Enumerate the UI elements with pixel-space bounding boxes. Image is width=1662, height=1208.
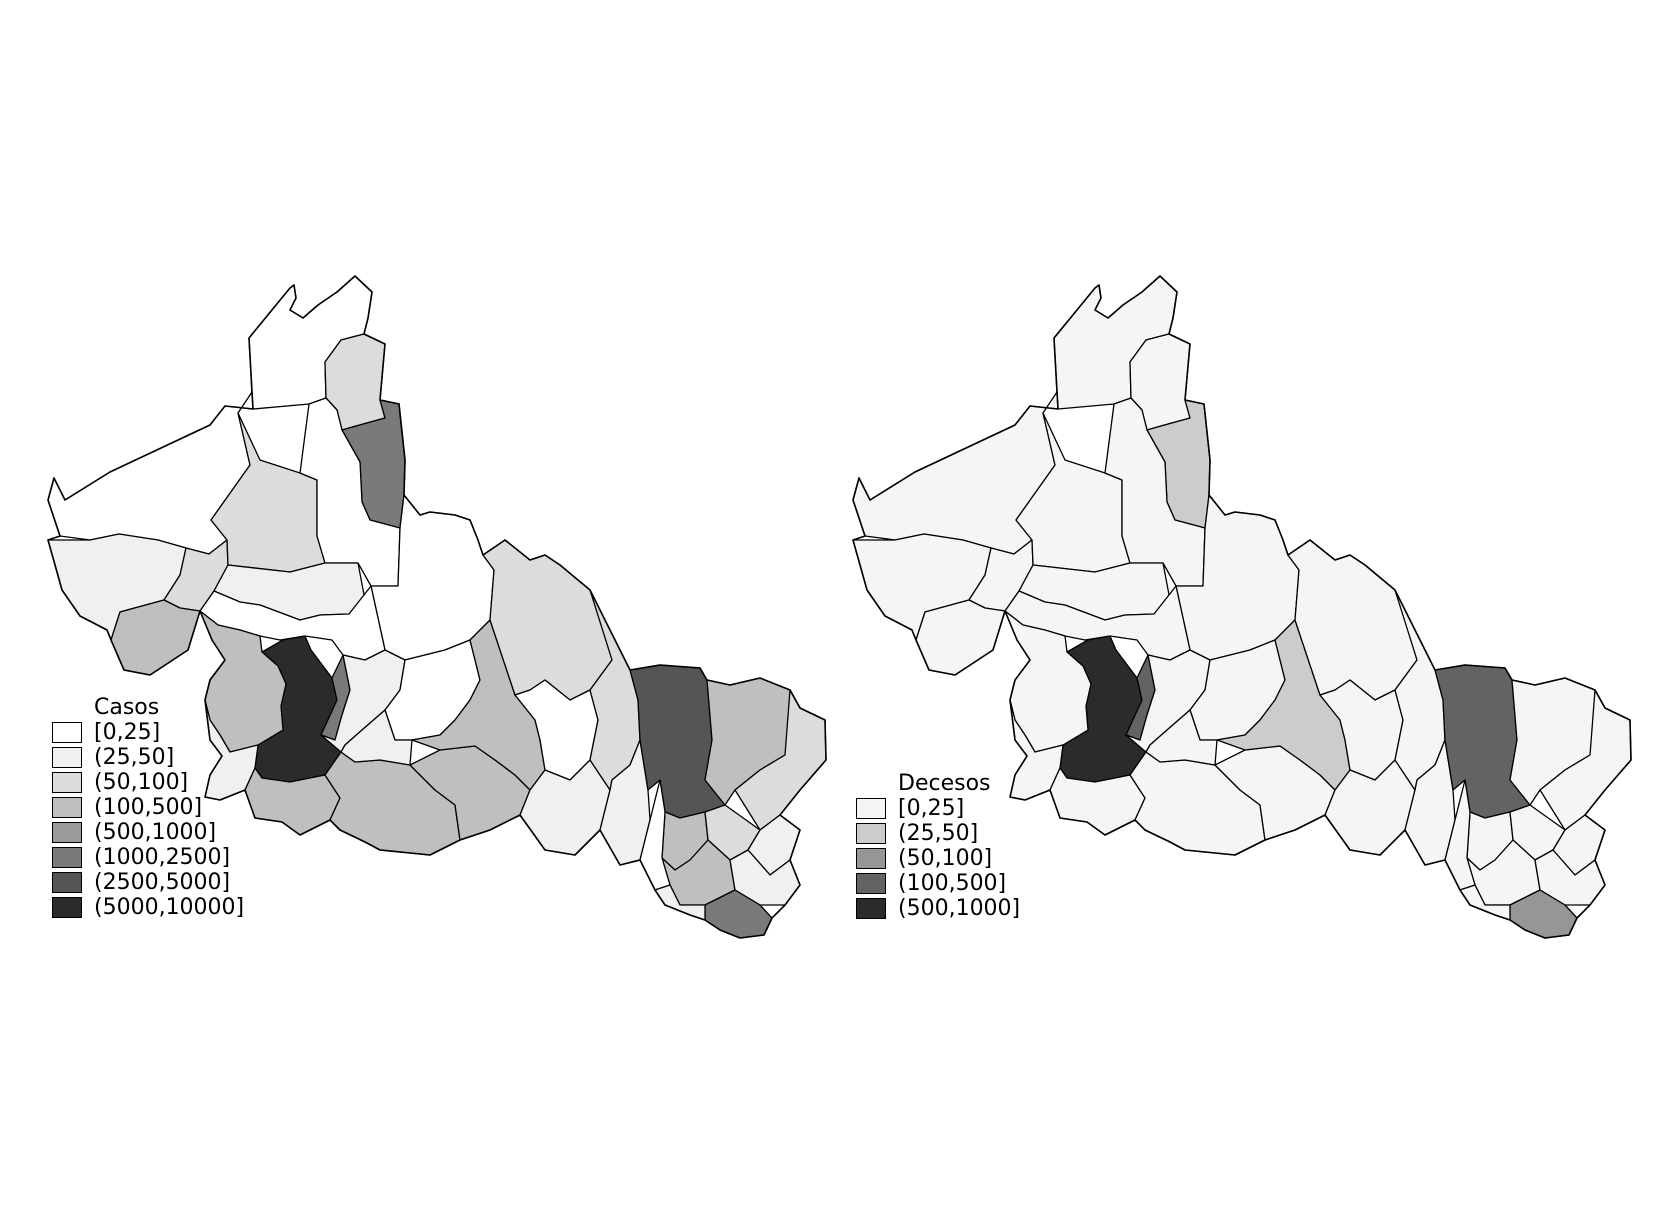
legend-label: (50,100] (898, 846, 993, 871)
legend-item: (500,1000] (52, 820, 244, 845)
casos-legend-title: Casos (94, 695, 160, 720)
decesos-regions (852, 275, 1632, 939)
legend-swatch (52, 797, 82, 818)
legend-label: [0,25] (898, 796, 965, 821)
casos-regions (47, 275, 827, 939)
decesos-legend-title: Decesos (898, 771, 991, 796)
legend-item: (100,500] (856, 871, 1020, 896)
decesos-legend-items: [0,25] (25,50] (50,100] (100,500] (500,1000] (856, 796, 1020, 921)
legend-swatch (52, 897, 82, 918)
casos-map (47, 275, 827, 939)
casos-legend-items: [0,25] (25,50] (50,100] (100,500] (500,1000]… (52, 720, 244, 920)
region-west-mid-2 (915, 599, 1006, 676)
legend-item: (1000,2500] (52, 845, 244, 870)
legend-label: [0,25] (94, 720, 161, 745)
decesos-legend: Decesos [0,25] (25,50] (50,100] (100,500] (5… (856, 772, 1020, 921)
legend-swatch (856, 798, 886, 819)
legend-swatch (52, 822, 82, 843)
legend-swatch (52, 722, 82, 743)
legend-item: [0,25] (52, 720, 244, 745)
decesos-map (852, 275, 1632, 939)
legend-label: (100,500] (94, 795, 203, 820)
legend-label: (1000,2500] (94, 845, 231, 870)
legend-label: (25,50] (898, 821, 979, 846)
legend-swatch (52, 772, 82, 793)
legend-swatch (52, 872, 82, 893)
legend-item: (50,100] (52, 770, 244, 795)
casos-legend: Casos [0,25] (25,50] (50,100] (100,500] (500… (52, 696, 244, 920)
region-west-mid-2 (110, 599, 201, 676)
legend-item: (50,100] (856, 846, 1020, 871)
state-outline (47, 275, 827, 939)
state-outline (852, 275, 1632, 939)
legend-label: (25,50] (94, 745, 175, 770)
legend-label: (2500,5000] (94, 870, 231, 895)
legend-swatch (52, 747, 82, 768)
legend-label: (500,1000] (898, 896, 1021, 921)
legend-item: (100,500] (52, 795, 244, 820)
legend-item: (5000,10000] (52, 895, 244, 920)
legend-swatch (856, 898, 886, 919)
legend-swatch (856, 823, 886, 844)
legend-item: (500,1000] (856, 896, 1020, 921)
legend-label: (5000,10000] (94, 895, 245, 920)
legend-item: (25,50] (856, 821, 1020, 846)
legend-item: (25,50] (52, 745, 244, 770)
legend-label: (500,1000] (94, 820, 217, 845)
legend-item: (2500,5000] (52, 870, 244, 895)
region-centre-mid-2 (340, 709, 413, 766)
legend-swatch (856, 848, 886, 869)
legend-label: (100,500] (898, 871, 1007, 896)
legend-label: (50,100] (94, 770, 189, 795)
legend-swatch (856, 873, 886, 894)
region-centre-mid-2 (1145, 709, 1218, 766)
legend-swatch (52, 847, 82, 868)
legend-item: [0,25] (856, 796, 1020, 821)
